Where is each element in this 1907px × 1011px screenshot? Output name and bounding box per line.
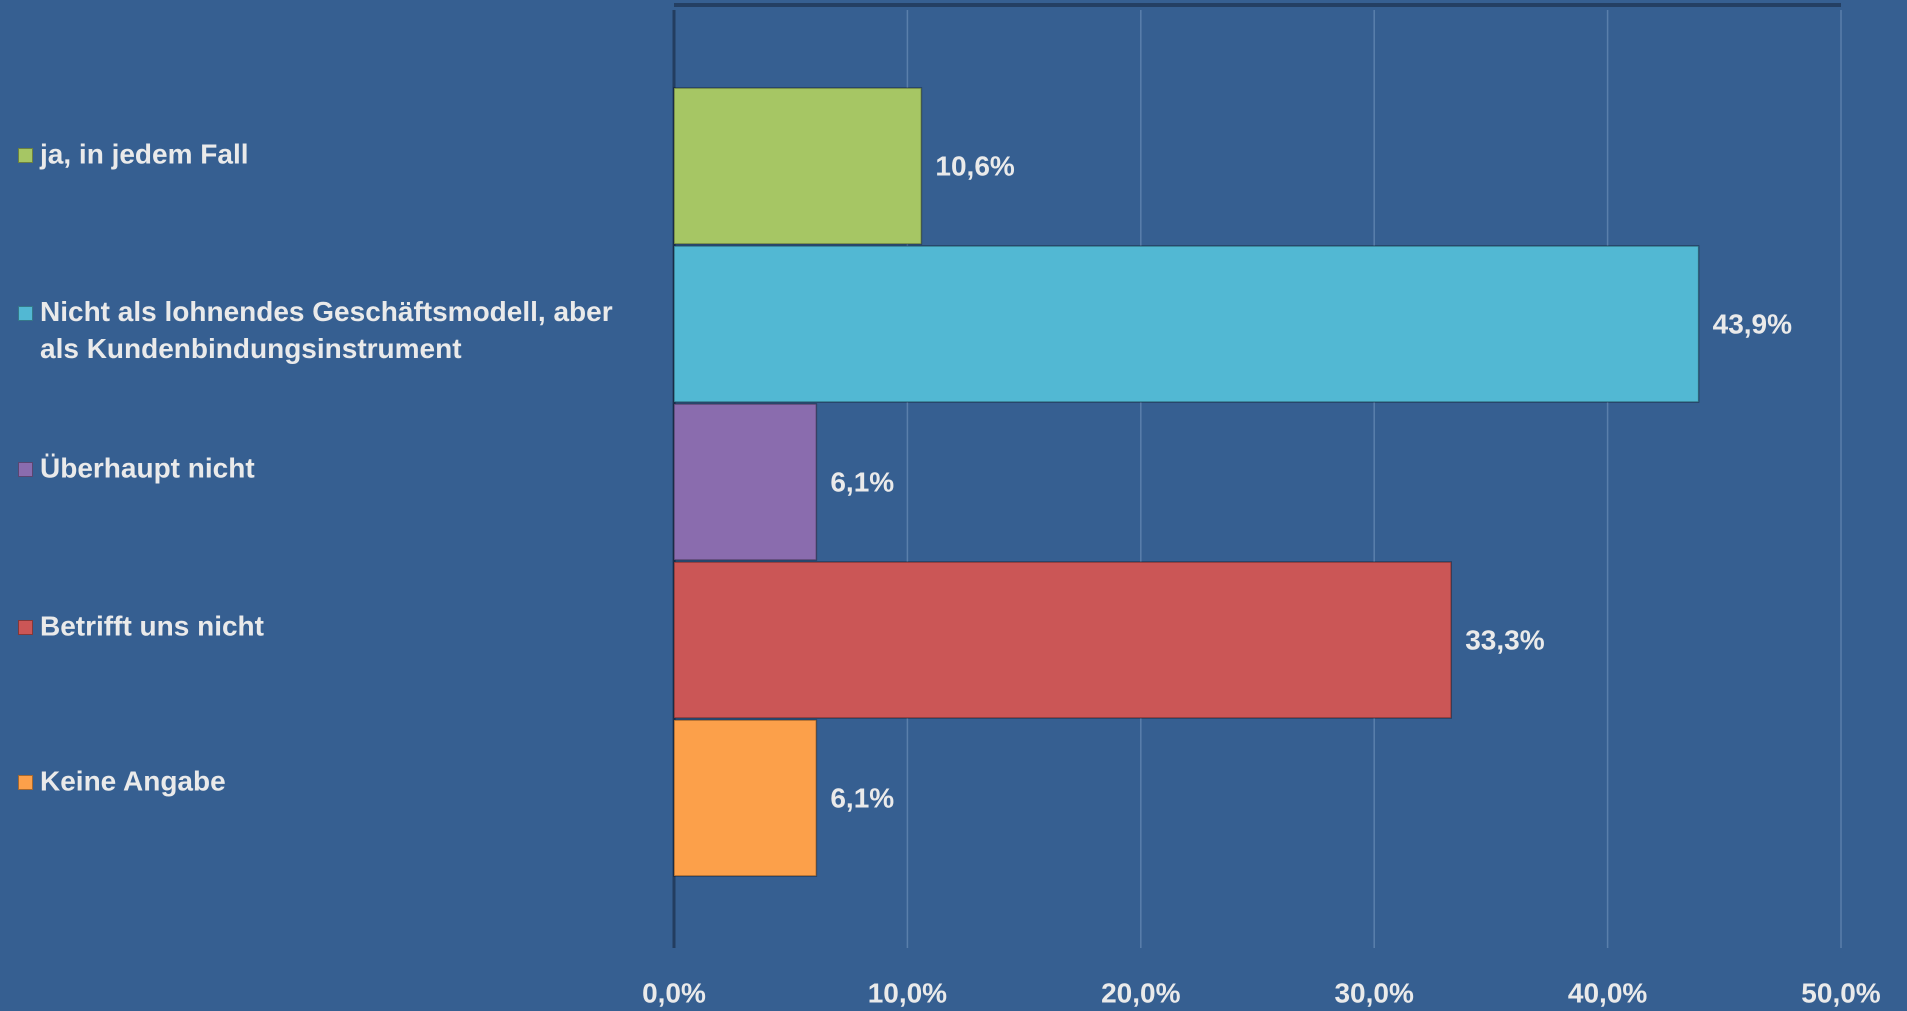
x-tick-label: 50,0% [1801,977,1880,1008]
value-label: 6,1% [830,782,894,813]
x-tick-label: 20,0% [1101,977,1180,1008]
value-label: 43,9% [1713,308,1792,339]
x-tick-label: 0,0% [642,977,706,1008]
legend-swatch [18,775,33,790]
legend-label: Überhaupt nicht [40,452,255,484]
bar [673,87,923,245]
legend-swatch [18,306,33,321]
legend-label: Nicht als lohnendes Geschäftsmodell, abe… [40,296,613,364]
x-tick-label: 40,0% [1568,977,1647,1008]
legend-label: Betrifft uns nicht [40,610,264,642]
value-label: 33,3% [1465,624,1544,655]
bar [673,245,1700,403]
bar [673,561,1452,719]
bar [673,403,818,561]
value-label: 10,6% [935,150,1014,181]
x-tick-label: 30,0% [1334,977,1413,1008]
legend-swatch [18,462,33,477]
legend-label: ja, in jedem Fall [40,138,249,170]
legend-label: Keine Angabe [40,765,226,797]
bar [673,719,818,877]
value-label: 6,1% [830,466,894,497]
legend-swatch [18,620,33,635]
legend-swatch [18,148,33,163]
x-tick-label: 10,0% [868,977,947,1008]
